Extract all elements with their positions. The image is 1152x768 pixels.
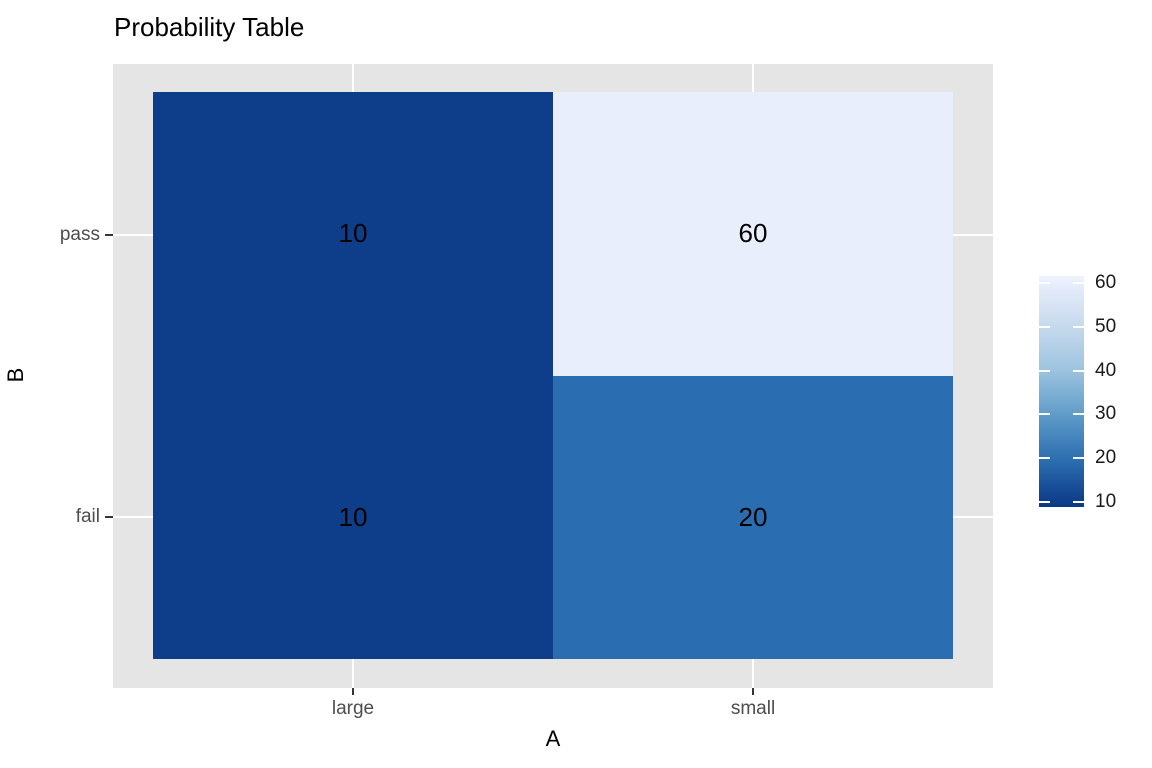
y-tick-label-pass: pass: [59, 224, 100, 245]
tile-value-label: 10: [338, 218, 368, 249]
legend-tick-label: 60: [1095, 272, 1117, 293]
legend-tick: [1039, 412, 1050, 416]
legend-tick: [1039, 500, 1050, 504]
legend-tick: [1073, 456, 1084, 460]
legend-tick: [1073, 281, 1084, 285]
legend-tick: [1073, 369, 1084, 373]
legend-tick: [1039, 456, 1050, 460]
legend-tick-label: 50: [1095, 316, 1117, 337]
legend-tick-label: 30: [1095, 403, 1117, 424]
legend-tick: [1073, 412, 1084, 416]
x-tick-label-large: large: [331, 698, 375, 719]
legend-gradient-bar: [1039, 276, 1084, 507]
plot-panel: 10 60 10 20: [113, 64, 993, 688]
y-tick-label-fail: fail: [75, 506, 100, 527]
tile-small-pass: 60: [553, 92, 953, 376]
y-axis-tick-fail: [105, 515, 113, 519]
tile-grid: 10 60 10 20: [153, 92, 953, 659]
chart-title: Probability Table: [114, 12, 305, 42]
tile-large-fail: 10: [153, 375, 553, 659]
x-axis-title: A: [545, 726, 561, 751]
tile-value-label: 60: [738, 218, 768, 249]
legend-tick: [1073, 325, 1084, 329]
legend-tick: [1039, 369, 1050, 373]
legend-tick-label: 10: [1095, 491, 1117, 512]
legend-tick: [1039, 281, 1050, 285]
y-axis-title: B: [3, 367, 28, 383]
x-axis-tick-small: [751, 688, 755, 695]
legend-tick: [1039, 325, 1050, 329]
legend-tick-label: 20: [1095, 447, 1117, 468]
x-axis-tick-large: [351, 688, 355, 695]
tile-large-pass: 10: [153, 92, 553, 376]
tile-small-fail: 20: [553, 375, 953, 659]
legend-tick: [1073, 500, 1084, 504]
tile-value-label: 10: [338, 501, 368, 532]
legend-tick-label: 40: [1095, 360, 1117, 381]
x-tick-label-small: small: [730, 698, 776, 719]
tile-value-label: 20: [738, 501, 768, 532]
y-axis-tick-pass: [105, 233, 113, 237]
